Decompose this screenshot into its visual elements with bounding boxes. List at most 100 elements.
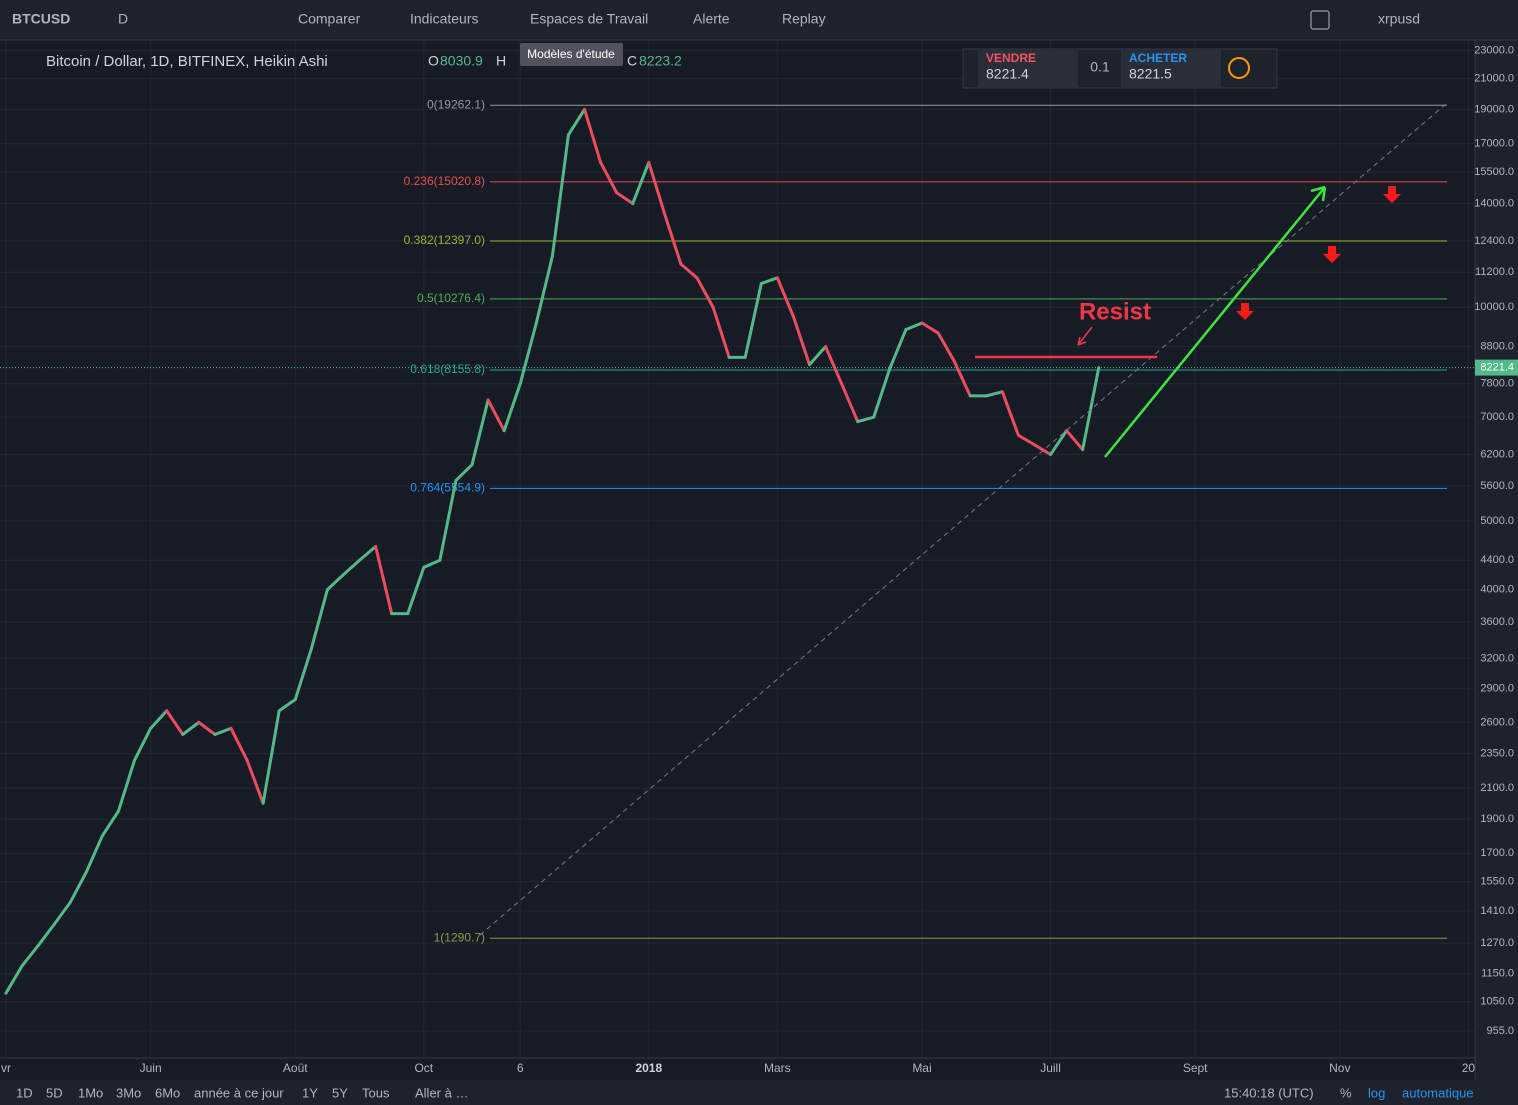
goto-button[interactable]: Aller à … xyxy=(415,1085,468,1100)
price-segment xyxy=(631,160,651,206)
x-tick-label: Mai xyxy=(912,1061,931,1075)
price-segment xyxy=(116,758,137,813)
trend-line xyxy=(479,102,1448,936)
sell-button[interactable] xyxy=(978,50,1078,87)
price-segment xyxy=(84,834,104,874)
price-segment xyxy=(358,545,378,562)
range-button[interactable]: 3Mo xyxy=(116,1085,141,1100)
range-button[interactable]: Tous xyxy=(362,1085,390,1100)
price-segment xyxy=(791,315,811,367)
bottom-bar xyxy=(0,1080,1518,1105)
last-price-label: 8221.4 xyxy=(1480,361,1514,373)
price-segment xyxy=(20,944,40,968)
price-segment xyxy=(1000,390,1020,437)
y-tick-label: 1150.0 xyxy=(1481,968,1514,980)
y-tick-label: 1050.0 xyxy=(1480,996,1514,1008)
price-segment xyxy=(309,588,329,651)
quantity[interactable]: 0.1 xyxy=(1090,59,1110,75)
y-tick-label: 5600.0 xyxy=(1480,480,1514,492)
open-label: O xyxy=(428,53,439,69)
price-segment xyxy=(518,321,538,386)
fib-label: 0.5(10276.4) xyxy=(417,291,485,305)
x-tick-label: Août xyxy=(283,1061,308,1075)
layout-button[interactable] xyxy=(1310,10,1330,30)
price-segment xyxy=(374,545,394,616)
price-segment xyxy=(406,565,426,616)
y-tick-label: 11200.0 xyxy=(1475,266,1514,278)
up-arrow xyxy=(1104,185,1327,458)
y-tick-label: 1270.0 xyxy=(1480,937,1514,949)
price-segment xyxy=(615,191,635,206)
price-segment xyxy=(52,900,72,926)
indicators-button[interactable]: Indicateurs xyxy=(410,11,478,27)
buy-label: ACHETER xyxy=(1129,51,1187,65)
fib-label: 0.764(5554.9) xyxy=(410,481,485,495)
price-segment xyxy=(566,107,587,137)
price-segment xyxy=(984,390,1004,398)
y-tick-label: 14000.0 xyxy=(1474,197,1514,209)
clock: 15:40:18 (UTC) xyxy=(1224,1085,1314,1100)
y-tick-label: 10000.0 xyxy=(1474,301,1514,313)
range-button[interactable]: 5D xyxy=(46,1085,63,1100)
x-tick-label: Sept xyxy=(1183,1061,1208,1075)
x-tick-label: Oct xyxy=(414,1061,433,1075)
price-segment xyxy=(711,305,731,359)
price-segment xyxy=(341,558,362,577)
chart-title: Bitcoin / Dollar, 1D, BITFINEX, Heikin A… xyxy=(46,53,328,70)
price-segment xyxy=(583,107,603,164)
price-segment xyxy=(229,726,249,762)
buy-price: 8221.5 xyxy=(1129,66,1172,82)
auto-button[interactable]: automatique xyxy=(1402,1085,1474,1100)
x-tick-label: 20 xyxy=(1462,1061,1476,1075)
toolbar xyxy=(0,0,1518,40)
buy-button[interactable] xyxy=(1121,50,1221,87)
interval[interactable]: D xyxy=(118,11,128,27)
y-tick-label: 8800.0 xyxy=(1480,341,1514,353)
tooltip xyxy=(520,43,623,66)
y-tick-label: 955.0 xyxy=(1486,1025,1514,1037)
y-tick-label: 5000.0 xyxy=(1480,515,1514,527)
price-segment xyxy=(1049,429,1069,457)
price-segment xyxy=(197,720,217,736)
range-buttons: 1D 5D 1Mo 3Mo 6Mo année à ce jour 1Y 5Y Tous xyxy=(16,1085,390,1100)
price-segment xyxy=(534,254,554,325)
price-segment xyxy=(904,321,924,332)
log-button[interactable]: log xyxy=(1368,1085,1385,1100)
price-segment xyxy=(502,382,522,433)
range-button[interactable]: 1D xyxy=(16,1085,33,1100)
y-tick-label: 7800.0 xyxy=(1480,378,1514,390)
replay-button[interactable]: Replay xyxy=(782,11,826,27)
range-button[interactable]: 1Mo xyxy=(78,1085,103,1100)
x-tick-label: 2018 xyxy=(635,1061,662,1075)
y-tick-label: 15500.0 xyxy=(1474,166,1514,178)
percent-button[interactable]: % xyxy=(1340,1085,1352,1100)
price-segment xyxy=(936,331,956,363)
info-icon[interactable] xyxy=(1228,57,1250,79)
annotation: Resist xyxy=(1079,298,1151,325)
range-button[interactable]: 5Y xyxy=(332,1085,348,1100)
tooltip-text: Modèles d'étude xyxy=(527,47,615,61)
price-segment xyxy=(888,328,908,370)
y-tick-label: 1900.0 xyxy=(1480,813,1514,825)
account[interactable]: xrpusd xyxy=(1378,11,1420,27)
symbol[interactable]: BTCUSD xyxy=(12,11,70,27)
price-segment xyxy=(647,160,667,217)
close-label: C xyxy=(627,53,637,69)
last-price-tag xyxy=(1475,359,1518,376)
y-tick-label: 1550.0 xyxy=(1480,876,1514,888)
compare-button[interactable]: Comparer xyxy=(298,11,361,27)
price-segment xyxy=(759,276,779,286)
y-tick-label: 7000.0 xyxy=(1480,411,1514,423)
alert-button[interactable]: Alerte xyxy=(693,11,730,27)
open-value: 8030.9 xyxy=(440,53,483,69)
range-button[interactable]: 1Y xyxy=(302,1085,318,1100)
workspaces-button[interactable]: Espaces de Travail xyxy=(530,11,648,27)
y-tick-label: 2350.0 xyxy=(1480,747,1514,759)
range-button[interactable]: 6Mo xyxy=(155,1085,180,1100)
price-segment xyxy=(824,345,844,386)
price-segment xyxy=(4,964,24,995)
range-button[interactable]: année à ce jour xyxy=(194,1085,284,1100)
price-segment xyxy=(245,758,265,805)
